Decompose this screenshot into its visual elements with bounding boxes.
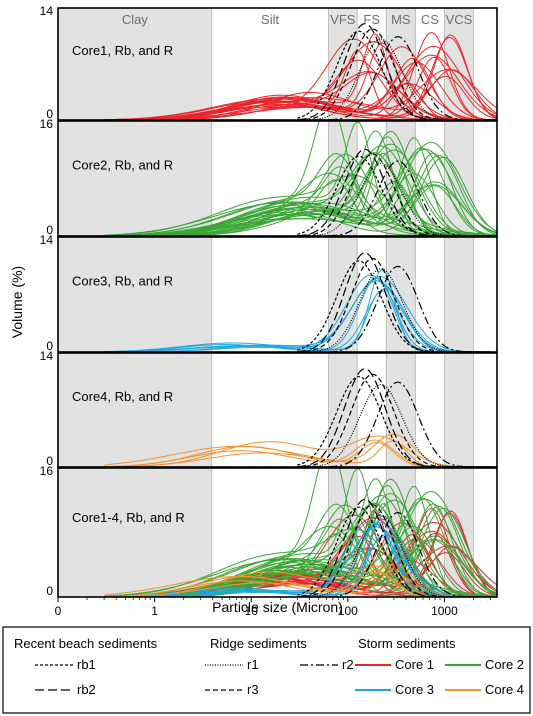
reference-curve-rb2 [297, 22, 491, 120]
storm-curve-core-2 [104, 166, 497, 236]
legend-label-r2: r2 [342, 657, 354, 672]
panel-label: Core1, Rb, and R [72, 43, 173, 58]
storm-curve-core-1 [104, 42, 497, 120]
storm-curves [104, 468, 497, 597]
panel-4: 14 0 Core4, Rb, and R [40, 349, 498, 468]
panel-frame [57, 352, 498, 468]
legend-group-title: Ridge sediments [210, 636, 307, 651]
size-class-band [444, 237, 474, 352]
size-class-band [444, 353, 474, 467]
size-class-label: Silt [261, 12, 279, 27]
legend-label-rb1: rb1 [77, 657, 96, 672]
size-class-band [58, 121, 212, 236]
reference-curve-rb2 [297, 148, 491, 236]
size-class-label: Clay [122, 12, 149, 27]
legend-group-title: Recent beach sediments [14, 636, 158, 651]
reference-curve-r1 [297, 383, 491, 467]
size-class-band [328, 8, 358, 120]
y-tick-min-label: 0 [46, 584, 53, 598]
panel-1: 14 0 Core1, Rb, and R Clay Silt VFS FS MS CS VCS [40, 4, 498, 121]
y-tick-max-label: 16 [40, 117, 54, 131]
legend-label-core-2: Core 2 [485, 657, 524, 672]
storm-curve-core-2 [104, 152, 497, 236]
reference-curve-rb1 [297, 260, 491, 352]
size-class-band [58, 237, 212, 352]
panel-2: 16 0 Core2, Rb, and R [40, 117, 498, 237]
size-class-label: VCS [446, 12, 473, 27]
storm-curve-core-1 [104, 56, 497, 120]
panel-3: 14 0 Core3, Rb, and R [40, 233, 498, 353]
y-tick-max-label: 14 [40, 349, 54, 363]
size-class-label: VFS [330, 12, 356, 27]
reference-curve-rb2 [297, 252, 491, 352]
x-tick-label: 100 [338, 604, 358, 618]
storm-curve-core-3 [104, 275, 497, 352]
reference-curve-r3 [297, 28, 491, 120]
reference-curve-rb1 [297, 376, 491, 467]
reference-curve-rb1 [297, 155, 491, 236]
reference-curve-r1 [297, 38, 491, 120]
y-tick-max-label: 14 [40, 233, 54, 247]
y-axis-title: Volume (%) [9, 266, 25, 338]
size-class-label: MS [391, 12, 411, 27]
y-tick-max-label: 14 [40, 4, 54, 18]
y-tick-min-label: 0 [46, 454, 53, 468]
panel-label: Core2, Rb, and R [72, 157, 173, 172]
legend-group-title: Storm sediments [358, 636, 456, 651]
storm-curve-core-2 [104, 130, 497, 236]
panel-label: Core4, Rb, and R [72, 389, 173, 404]
y-tick-max-label: 16 [40, 464, 54, 478]
size-class-band [58, 468, 212, 597]
reference-curve-r1 [297, 268, 491, 352]
reference-curve-rb2 [297, 368, 491, 467]
x-tick-label: 1000 [431, 604, 458, 618]
y-tick-min-label: 0 [46, 339, 53, 353]
reference-curve-r3 [297, 153, 491, 236]
reference-curve-rb2 [297, 498, 491, 597]
panel-label: Core1-4, Rb, and R [72, 510, 185, 525]
reference-curve-r3 [297, 373, 491, 467]
x-axis: 0 1 10 100 1000 Particle size (Micron) [55, 597, 491, 618]
reference-curve-r3 [297, 504, 491, 597]
y-tick-min-label: 0 [46, 223, 53, 237]
size-class-band [386, 237, 416, 352]
x-axis-title: Particle size (Micron) [212, 599, 343, 615]
reference-curve-rb1 [297, 506, 491, 597]
legend-label-rb2: rb2 [77, 682, 96, 697]
legend-label-r1: r1 [247, 657, 259, 672]
panel-frame [57, 7, 498, 121]
x-tick-label: 10 [245, 604, 259, 618]
legend: Recent beach sediments Ridge sediments Sto… [2, 626, 531, 714]
legend-label-core-3: Core 3 [395, 682, 434, 697]
size-class-label: CS [421, 12, 439, 27]
legend-label-core-4: Core 4 [485, 682, 524, 697]
panel-label: Core3, Rb, and R [72, 273, 173, 288]
legend-label-core-1: Core 1 [395, 657, 434, 672]
size-class-label: FS [363, 12, 380, 27]
legend-label-r3: r3 [247, 682, 259, 697]
storm-curve-core-2 [104, 152, 497, 236]
panel-frame [57, 120, 498, 237]
legend-frame [2, 626, 531, 714]
size-class-band [328, 353, 358, 467]
reference-curve-r3 [297, 257, 491, 352]
size-class-band [58, 353, 212, 467]
y-tick-min-label: 0 [46, 107, 53, 121]
size-class-band [58, 8, 212, 120]
panel-5: 16 0 Core1-4, Rb, and R [40, 464, 498, 598]
panel-frame [57, 467, 498, 598]
panel-frame [57, 236, 498, 353]
x-tick-label: 1 [151, 604, 158, 618]
x-tick-label: 0 [55, 604, 62, 618]
size-class-band [444, 8, 474, 120]
